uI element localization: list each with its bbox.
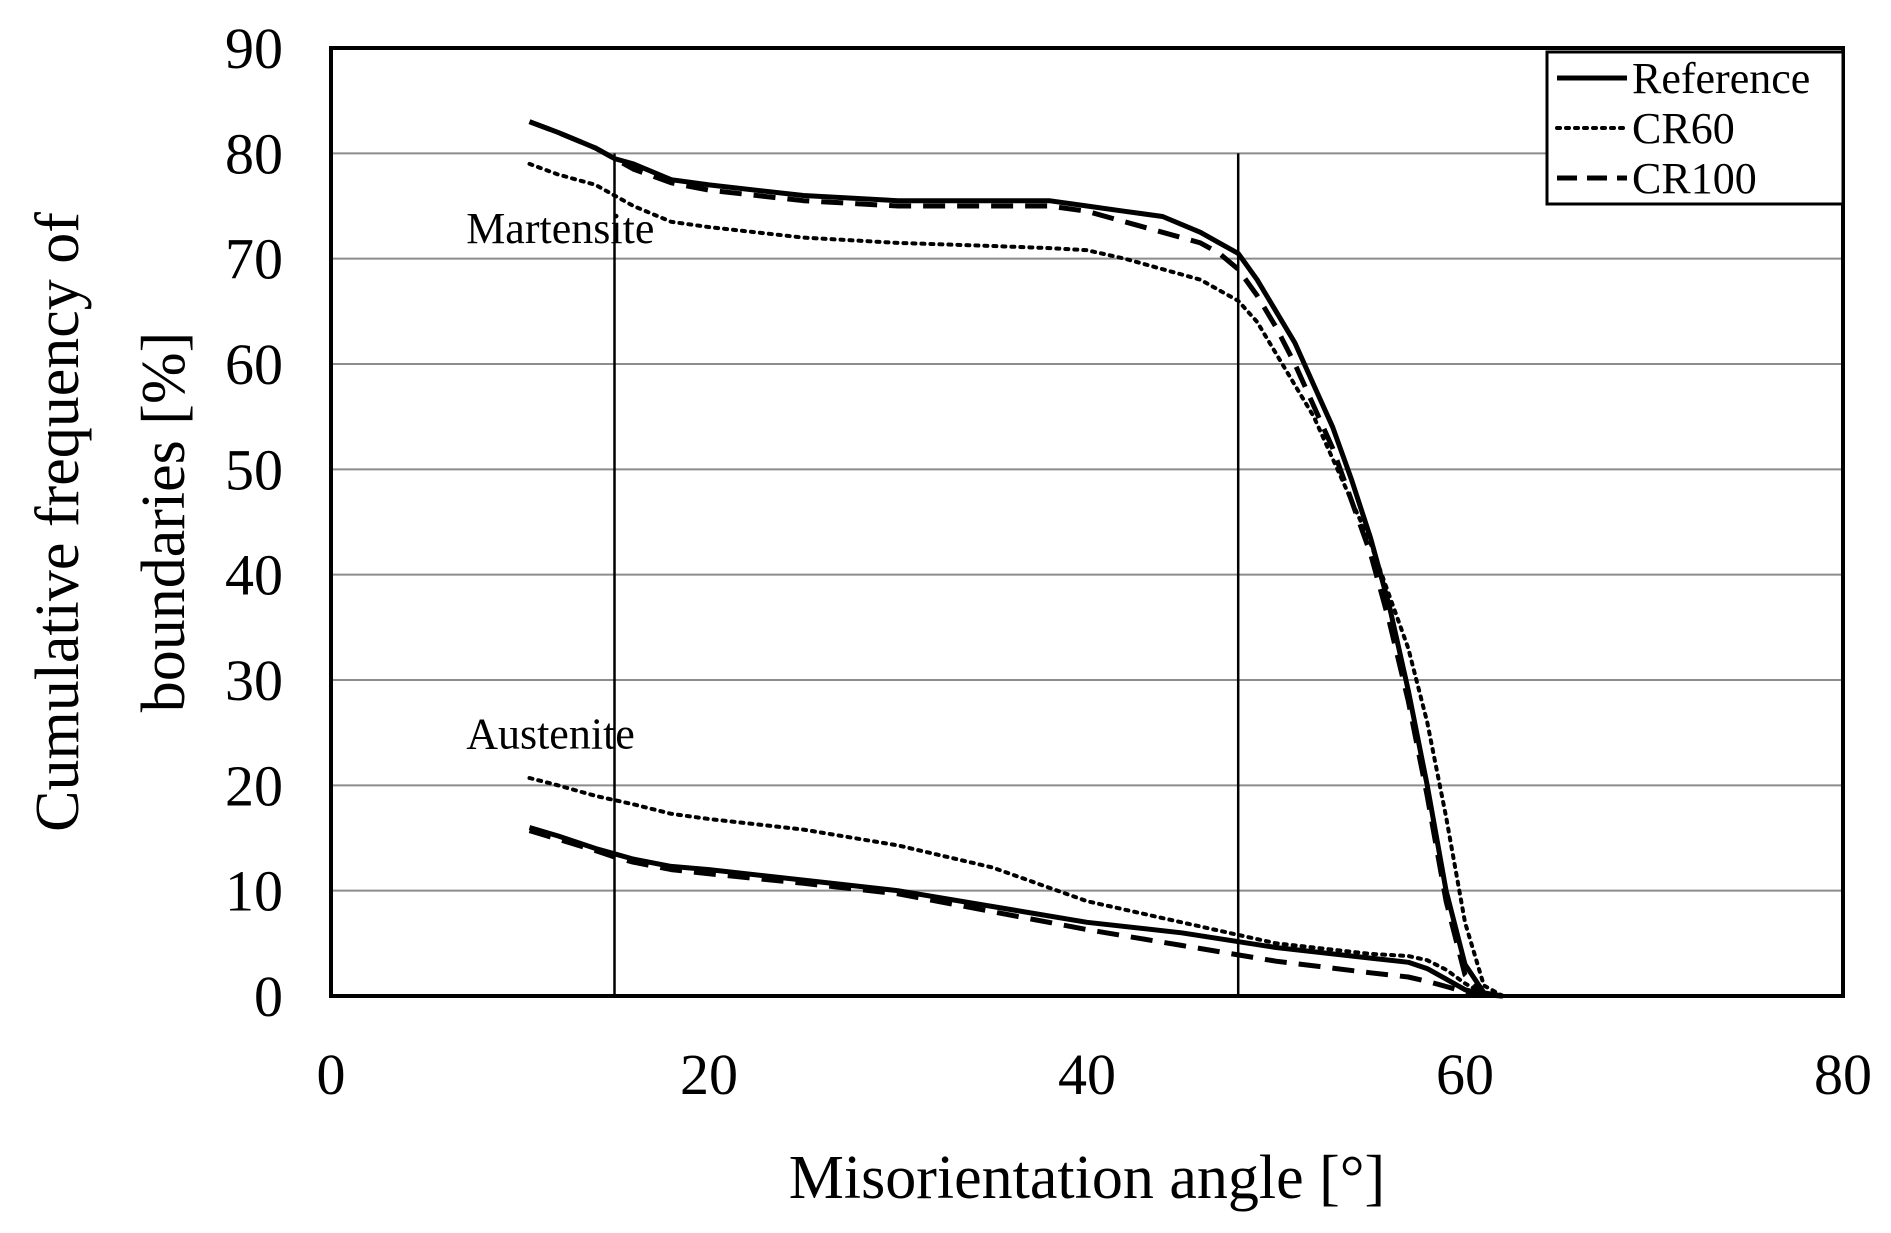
y-tick-label: 90 [225, 16, 283, 81]
x-tick-label: 0 [317, 1042, 346, 1107]
plot-area-frame [329, 46, 1845, 998]
x-tick-label: 80 [1814, 1042, 1872, 1107]
series-line-martensite-cr60 [527, 161, 1505, 998]
y-tick-label: 70 [225, 227, 283, 292]
y-tick-label: 0 [254, 964, 283, 1029]
series-line-austenite-reference [528, 825, 1503, 999]
y-tick-labels: 0 10 20 30 40 50 60 70 80 90 [225, 16, 283, 1029]
annotation-martensite: Martensite [466, 204, 654, 253]
series-line-martensite-cr100 [528, 119, 1504, 999]
legend-label-cr60: CR60 [1632, 104, 1735, 153]
y-tick-label: 60 [225, 332, 283, 397]
x-tick-label: 60 [1436, 1042, 1494, 1107]
legend-label-reference: Reference [1632, 54, 1810, 103]
annotations: Martensite Austenite [466, 204, 654, 759]
y-axis-title: Cumulative frequency of boundaries [%] [24, 212, 198, 832]
series-lines [527, 119, 1505, 999]
y-tick-label: 80 [225, 121, 283, 186]
annotation-austenite: Austenite [466, 710, 635, 759]
y-tick-label: 30 [225, 648, 283, 713]
x-tick-label: 20 [680, 1042, 738, 1107]
x-tick-labels: 0 20 40 60 80 [317, 1042, 1873, 1107]
y-tick-label: 10 [225, 859, 283, 924]
y-tick-label: 20 [225, 753, 283, 818]
y-tick-label: 50 [225, 437, 283, 502]
series-line-austenite-cr100 [528, 828, 1503, 999]
legend-label-cr100: CR100 [1632, 154, 1757, 203]
x-axis-title: Misorientation angle [°] [789, 1144, 1385, 1212]
y-axis-title-line2: boundaries [%] [130, 332, 198, 712]
gridlines [331, 152, 1843, 892]
x-tick-label: 40 [1058, 1042, 1116, 1107]
y-axis-title-line1: Cumulative frequency of [24, 212, 92, 832]
series-line-austenite-cr60 [527, 776, 1505, 998]
y-tick-label: 40 [225, 543, 283, 608]
